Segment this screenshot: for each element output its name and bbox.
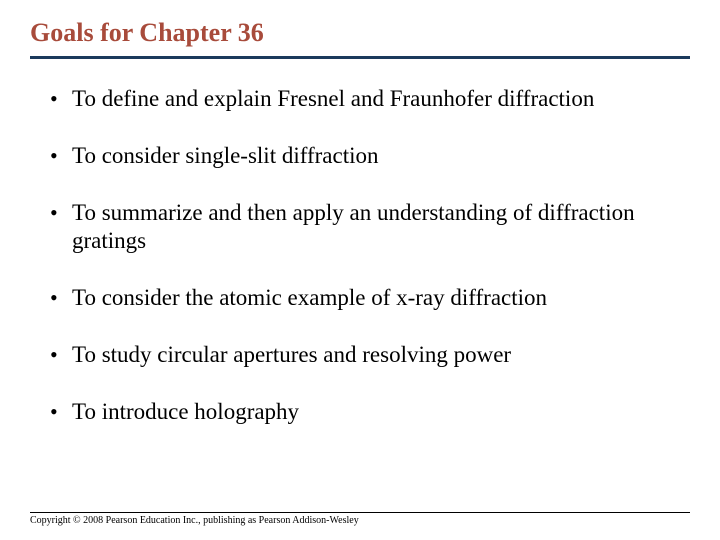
list-item: To consider single-slit diffraction: [50, 142, 690, 171]
list-item: To define and explain Fresnel and Fraunh…: [50, 85, 690, 114]
slide: Goals for Chapter 36 To define and expla…: [0, 0, 720, 540]
list-item: To introduce holography: [50, 398, 690, 427]
list-item: To summarize and then apply an understan…: [50, 199, 690, 257]
goals-list: To define and explain Fresnel and Fraunh…: [30, 85, 690, 426]
copyright-footer: Copyright © 2008 Pearson Education Inc.,…: [30, 512, 690, 526]
list-item: To study circular apertures and resolvin…: [50, 341, 690, 370]
list-item: To consider the atomic example of x-ray …: [50, 284, 690, 313]
slide-title: Goals for Chapter 36: [30, 18, 690, 59]
